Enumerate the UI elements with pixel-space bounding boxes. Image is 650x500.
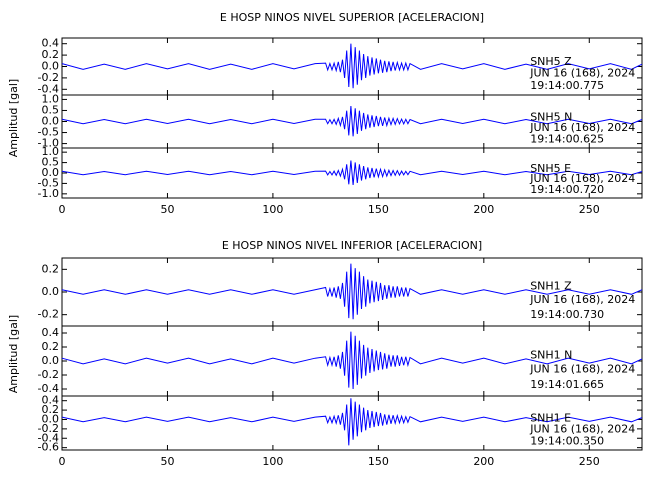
x-tick-label: 200: [473, 455, 494, 468]
y-axis-label: Amplitud [gal]: [7, 79, 20, 157]
trace: [61, 331, 643, 390]
date-label: JUN 16 (168), 2024: [529, 422, 635, 435]
date-label: JUN 16 (168), 2024: [529, 293, 635, 306]
y-tick-label: 0.0: [42, 285, 60, 298]
y-tick-label: 0.4: [42, 394, 60, 407]
time-label: 19:14:00.625: [530, 133, 604, 146]
y-tick-label: 0.0: [42, 115, 60, 128]
x-tick-label: 200: [473, 203, 494, 216]
x-tick-label: 250: [579, 203, 600, 216]
chart-title: E HOSP NINOS NIVEL INFERIOR [ACELERACION…: [222, 239, 482, 252]
y-tick-label: 0.5: [42, 103, 60, 116]
y-axis-label: Amplitud [gal]: [7, 315, 20, 393]
y-tick-label: 0.0: [42, 354, 60, 367]
station-label: SNH1 E: [530, 412, 571, 425]
x-tick-label: 150: [368, 203, 389, 216]
y-tick-label: 0.0: [42, 60, 60, 73]
trace: [61, 160, 643, 185]
trace: [61, 398, 643, 446]
station-label: SNH5 Z: [530, 55, 572, 68]
y-tick-label: -0.5: [38, 176, 59, 189]
y-tick-label: -0.4: [38, 431, 59, 444]
time-label: 19:14:00.350: [530, 434, 604, 447]
panel-frame: [61, 395, 643, 451]
time-label: 19:14:00.775: [530, 79, 604, 92]
x-tick-label: 50: [160, 203, 174, 216]
y-tick-label: 0.5: [42, 156, 60, 169]
x-tick-label: 100: [262, 455, 283, 468]
x-tick-label: 50: [160, 455, 174, 468]
y-tick-label: -0.2: [38, 71, 59, 84]
date-label: JUN 16 (168), 2024: [529, 362, 635, 375]
trace: [61, 263, 643, 320]
y-tick-label: -0.2: [38, 422, 59, 435]
y-tick-label: 1.0: [42, 92, 60, 105]
trace: [61, 43, 643, 89]
time-label: 19:14:00.730: [530, 308, 604, 321]
y-tick-label: -0.4: [38, 82, 59, 95]
x-tick-label: 0: [59, 455, 66, 468]
x-tick-label: 150: [368, 455, 389, 468]
date-label: JUN 16 (168), 2024: [529, 172, 635, 185]
y-tick-label: 0.2: [42, 262, 60, 275]
y-tick-label: 0.2: [42, 403, 60, 416]
time-label: 19:14:01.665: [530, 378, 604, 391]
y-tick-label: -0.2: [38, 368, 59, 381]
y-tick-label: 0.0: [42, 412, 60, 425]
y-tick-label: -1.0: [38, 187, 59, 200]
station-label: SNH1 Z: [530, 280, 572, 293]
y-tick-label: -0.5: [38, 126, 59, 139]
y-tick-label: 0.2: [42, 340, 60, 353]
y-tick-label: -1.0: [38, 137, 59, 150]
y-tick-label: -0.6: [38, 441, 59, 454]
x-tick-label: 100: [262, 203, 283, 216]
trace: [61, 105, 643, 137]
station-label: SNH5 E: [530, 162, 571, 175]
station-label: SNH5 N: [530, 110, 572, 123]
station-label: SNH1 N: [530, 348, 572, 361]
x-tick-label: 0: [59, 203, 66, 216]
x-tick-label: 250: [579, 455, 600, 468]
y-tick-label: 0.2: [42, 48, 60, 61]
chart-title: E HOSP NINOS NIVEL SUPERIOR [ACELERACION…: [220, 11, 484, 24]
time-label: 19:14:00.720: [530, 183, 604, 196]
y-tick-label: 0.4: [42, 37, 60, 50]
y-tick-label: 0.4: [42, 326, 60, 339]
y-tick-label: -0.4: [38, 382, 59, 395]
y-tick-label: -0.2: [38, 308, 59, 321]
y-tick-label: 1.0: [42, 145, 60, 158]
date-label: JUN 16 (168), 2024: [529, 66, 635, 79]
y-tick-label: 0.0: [42, 166, 60, 179]
date-label: JUN 16 (168), 2024: [529, 121, 635, 134]
